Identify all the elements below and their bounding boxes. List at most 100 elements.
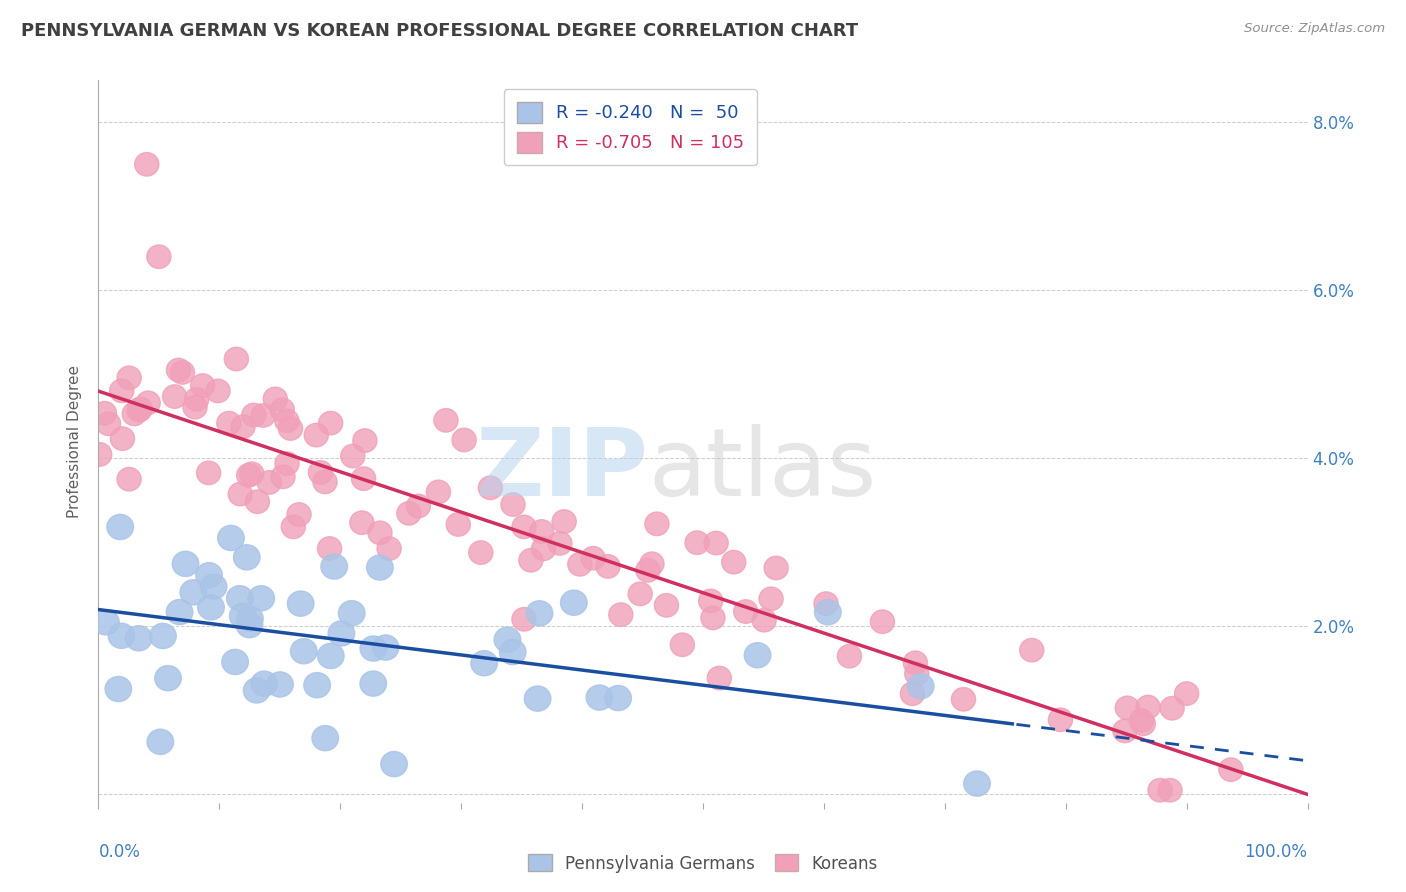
Ellipse shape xyxy=(270,398,294,422)
Ellipse shape xyxy=(314,470,337,493)
Ellipse shape xyxy=(195,563,222,588)
Ellipse shape xyxy=(1129,709,1153,732)
Ellipse shape xyxy=(274,409,299,433)
Ellipse shape xyxy=(229,603,256,629)
Ellipse shape xyxy=(222,649,249,674)
Ellipse shape xyxy=(350,511,374,534)
Ellipse shape xyxy=(1136,695,1160,719)
Ellipse shape xyxy=(628,582,652,606)
Ellipse shape xyxy=(640,552,664,575)
Ellipse shape xyxy=(242,403,266,426)
Ellipse shape xyxy=(180,580,207,605)
Ellipse shape xyxy=(752,608,776,632)
Text: 0.0%: 0.0% xyxy=(98,843,141,861)
Ellipse shape xyxy=(110,379,134,402)
Ellipse shape xyxy=(117,467,141,491)
Ellipse shape xyxy=(205,379,231,402)
Ellipse shape xyxy=(243,678,270,703)
Ellipse shape xyxy=(952,688,976,711)
Ellipse shape xyxy=(721,550,745,574)
Ellipse shape xyxy=(446,513,471,536)
Ellipse shape xyxy=(304,673,330,698)
Ellipse shape xyxy=(548,532,572,555)
Ellipse shape xyxy=(654,593,679,617)
Ellipse shape xyxy=(191,374,215,397)
Ellipse shape xyxy=(900,682,925,706)
Ellipse shape xyxy=(247,586,274,611)
Ellipse shape xyxy=(318,537,342,560)
Ellipse shape xyxy=(478,476,502,500)
Ellipse shape xyxy=(328,621,354,646)
Ellipse shape xyxy=(353,429,377,452)
Ellipse shape xyxy=(531,537,555,560)
Ellipse shape xyxy=(257,471,281,494)
Ellipse shape xyxy=(368,521,392,544)
Ellipse shape xyxy=(377,537,401,560)
Ellipse shape xyxy=(93,610,120,635)
Ellipse shape xyxy=(645,512,669,535)
Ellipse shape xyxy=(105,676,132,702)
Text: PENNSYLVANIA GERMAN VS KOREAN PROFESSIONAL DEGREE CORRELATION CHART: PENNSYLVANIA GERMAN VS KOREAN PROFESSION… xyxy=(21,22,858,40)
Ellipse shape xyxy=(236,464,260,487)
Ellipse shape xyxy=(281,515,305,539)
Ellipse shape xyxy=(519,549,543,572)
Ellipse shape xyxy=(263,387,287,410)
Ellipse shape xyxy=(1049,708,1073,731)
Ellipse shape xyxy=(734,599,758,624)
Ellipse shape xyxy=(814,599,841,624)
Ellipse shape xyxy=(1132,712,1156,736)
Ellipse shape xyxy=(226,586,253,611)
Ellipse shape xyxy=(1147,779,1173,802)
Ellipse shape xyxy=(526,600,553,626)
Ellipse shape xyxy=(586,685,613,710)
Ellipse shape xyxy=(245,490,270,514)
Ellipse shape xyxy=(699,589,723,613)
Ellipse shape xyxy=(197,461,221,484)
Ellipse shape xyxy=(276,452,299,475)
Ellipse shape xyxy=(671,633,695,657)
Ellipse shape xyxy=(184,388,208,411)
Ellipse shape xyxy=(97,412,121,435)
Ellipse shape xyxy=(352,467,375,491)
Ellipse shape xyxy=(512,515,536,539)
Ellipse shape xyxy=(148,729,174,755)
Ellipse shape xyxy=(381,751,408,777)
Ellipse shape xyxy=(1174,681,1199,706)
Ellipse shape xyxy=(499,640,526,665)
Ellipse shape xyxy=(231,415,254,439)
Ellipse shape xyxy=(553,510,576,533)
Ellipse shape xyxy=(146,245,172,268)
Ellipse shape xyxy=(451,428,477,451)
Ellipse shape xyxy=(700,607,725,630)
Ellipse shape xyxy=(494,627,520,652)
Ellipse shape xyxy=(426,480,450,504)
Ellipse shape xyxy=(468,541,494,565)
Ellipse shape xyxy=(172,551,198,576)
Ellipse shape xyxy=(903,651,928,674)
Ellipse shape xyxy=(218,525,245,550)
Ellipse shape xyxy=(225,347,249,371)
Ellipse shape xyxy=(107,515,134,540)
Ellipse shape xyxy=(581,547,605,570)
Ellipse shape xyxy=(744,642,770,668)
Ellipse shape xyxy=(1019,639,1043,662)
Ellipse shape xyxy=(501,492,524,516)
Ellipse shape xyxy=(568,552,592,576)
Ellipse shape xyxy=(596,555,620,578)
Ellipse shape xyxy=(367,555,394,580)
Ellipse shape xyxy=(250,671,277,697)
Ellipse shape xyxy=(200,574,226,599)
Ellipse shape xyxy=(373,635,399,660)
Ellipse shape xyxy=(319,411,343,435)
Ellipse shape xyxy=(609,603,633,626)
Ellipse shape xyxy=(561,591,588,615)
Ellipse shape xyxy=(217,411,240,435)
Ellipse shape xyxy=(233,545,260,570)
Ellipse shape xyxy=(685,531,709,555)
Ellipse shape xyxy=(278,417,302,441)
Y-axis label: Professional Degree: Professional Degree xyxy=(67,365,83,518)
Ellipse shape xyxy=(108,624,135,648)
Ellipse shape xyxy=(704,532,728,555)
Ellipse shape xyxy=(239,462,264,485)
Ellipse shape xyxy=(360,671,387,696)
